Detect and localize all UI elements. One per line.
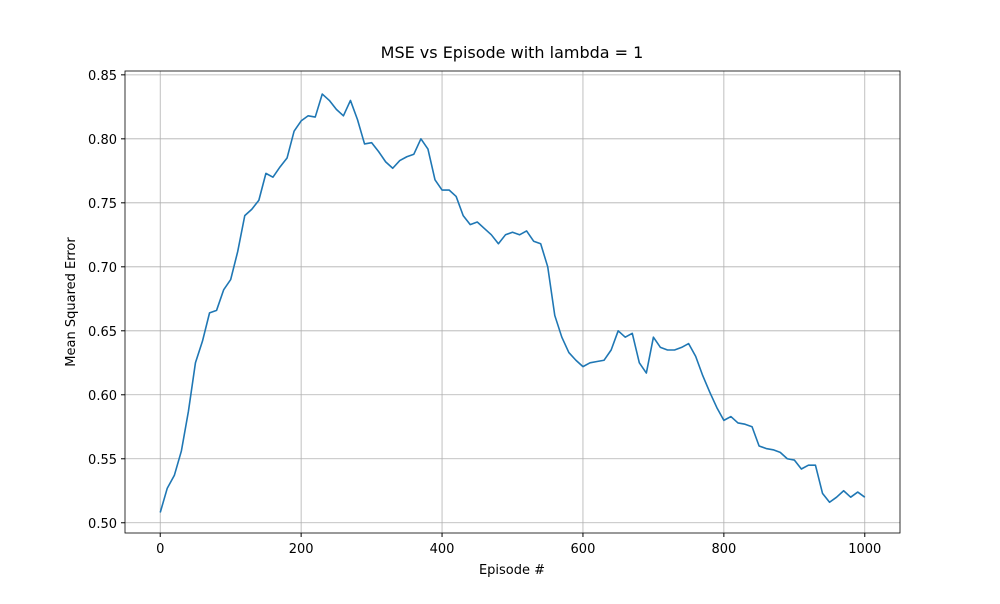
data-line [159,93,866,513]
chart-title: MSE vs Episode with lambda = 1 [381,43,644,62]
x-axis-label: Episode # [479,563,545,578]
y-tick-label: 0.50 [88,517,117,532]
y-tick-label: 0.85 [88,69,117,84]
x-tick-label: 600 [571,542,596,557]
y-tick-label: 0.60 [88,389,117,404]
y-axis-label: Mean Squared Error [64,237,79,367]
x-tick-label: 1000 [848,542,881,557]
x-tick-label: 0 [156,542,164,557]
y-tick-label: 0.65 [88,325,117,340]
y-tick-label: 0.75 [88,197,117,212]
x-tick-label: 400 [430,542,455,557]
x-tick-label: 200 [289,542,314,557]
x-tick-label: 800 [711,542,736,557]
plot-frame [124,70,901,534]
y-tick-label: 0.70 [88,261,117,276]
y-tick-label: 0.55 [88,453,117,468]
y-tick-label: 0.80 [88,133,117,148]
